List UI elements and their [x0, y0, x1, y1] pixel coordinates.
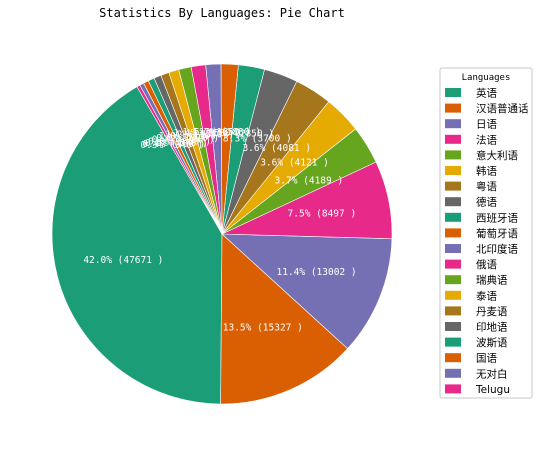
pie-slice-label-10: 1.5% (1650 ) — [182, 127, 251, 138]
pie-slice-label-8: 2.5% (2850 ) — [205, 129, 274, 140]
legend-label-11: 俄语 — [476, 259, 497, 271]
legend-label-3: 法语 — [476, 133, 497, 146]
pie-slice-label-15: 0.7% (790 ) — [152, 135, 215, 146]
pie-slice-label-17: 0.5% (570 ) — [145, 138, 208, 149]
legend-label-13: 泰语 — [476, 289, 497, 302]
legend-label-8: 西班牙语 — [476, 212, 518, 224]
legend-swatch-6 — [445, 181, 461, 191]
pie-slice-label-9: 1.7% (1880 ) — [192, 127, 261, 138]
pie-slice-label-6: 3.6% (4081 ) — [242, 143, 311, 154]
pie-slice-1 — [220, 233, 348, 405]
legend-label-0: 英语 — [476, 87, 497, 100]
legend-swatch-18 — [445, 368, 461, 378]
legend-swatch-0 — [445, 88, 461, 97]
pie-slices — [51, 63, 393, 405]
legend-swatch-5 — [445, 166, 461, 175]
legend-swatch-3 — [445, 134, 461, 144]
legend-label-2: 日语 — [476, 119, 497, 131]
legend-swatch-19 — [445, 384, 461, 394]
pie-slice-label-18: 0.4% (460 ) — [142, 139, 205, 150]
legend-swatch-9 — [445, 228, 461, 238]
legend-swatch-4 — [445, 150, 461, 160]
pie-slice-label-0: 42.0% (47671 ) — [83, 255, 163, 266]
pie-slice-0 — [51, 86, 223, 405]
pie-slice-label-11: 1.4% (1580 ) — [173, 128, 242, 139]
pie-slice-2 — [221, 233, 393, 350]
legend-label-4: 意大利语 — [476, 149, 518, 162]
legend-items: 英语汉语普通话日语法语意大利语韩语粤语德语西班牙语葡萄牙语北印度语俄语瑞典语泰语… — [445, 87, 529, 396]
pie-slice-label-14: 0.8% (910 ) — [156, 133, 219, 144]
legend-title: Languages — [462, 73, 511, 83]
legend-swatch-8 — [445, 212, 461, 222]
legend-swatch-1 — [445, 103, 461, 113]
legend-label-14: 丹麦语 — [476, 306, 508, 318]
legend-label-19: Telugu — [475, 384, 510, 396]
legend-label-5: 韩语 — [476, 165, 497, 178]
legend-swatch-11 — [445, 259, 461, 269]
pie-slice-label-13: 1.0% (1100 ) — [159, 131, 228, 142]
pie-slice-label-16: 0.6% (680 ) — [148, 136, 211, 147]
legend-swatch-13 — [445, 290, 461, 300]
legend-swatch-7 — [445, 197, 461, 207]
pie-slice-label-1: 13.5% (15327 ) — [223, 322, 303, 333]
legend: Languages 英语汉语普通话日语法语意大利语韩语粤语德语西班牙语葡萄牙语北… — [439, 67, 533, 399]
legend-swatch-16 — [445, 337, 461, 347]
legend-label-17: 国语 — [476, 353, 497, 365]
legend-swatch-14 — [445, 306, 461, 316]
legend-label-1: 汉语普通话 — [476, 102, 529, 115]
pie-slice-label-3: 7.5% (8497 ) — [288, 208, 357, 219]
legend-label-18: 无对白 — [476, 367, 508, 380]
legend-swatch-2 — [445, 119, 461, 129]
pie-slice-label-5: 3.6% (4121 ) — [260, 157, 329, 168]
legend-swatch-12 — [445, 275, 461, 285]
chart-title: Statistics By Languages: Pie Chart — [99, 6, 345, 20]
pie-slice-label-4: 3.7% (4189 ) — [275, 176, 344, 187]
legend-swatch-15 — [445, 322, 461, 331]
pie-slice-label-2: 11.4% (13002 ) — [277, 267, 357, 278]
pie-slice-label-12: 1.2% (1370 ) — [165, 129, 234, 140]
legend-swatch-17 — [445, 353, 461, 363]
legend-label-15: 印地语 — [476, 321, 508, 334]
legend-label-6: 粤语 — [476, 180, 497, 193]
legend-label-12: 瑞典语 — [476, 274, 508, 287]
legend-label-16: 波斯语 — [476, 336, 508, 349]
pie-slice-19 — [136, 84, 223, 235]
pie-slice-label-19: 0.3% (340 ) — [140, 140, 203, 151]
legend-frame — [439, 67, 533, 399]
legend-label-9: 葡萄牙语 — [476, 227, 518, 240]
legend-swatch-10 — [445, 244, 461, 253]
pie-slice-label-7: 3.3% (3700 ) — [223, 133, 292, 144]
pie-slice-labels: 42.0% (47671 ) 13.5% (15327 ) 11.4% (13002… — [83, 127, 356, 333]
legend-label-10: 北印度语 — [476, 243, 518, 256]
legend-label-7: 德语 — [476, 196, 497, 209]
